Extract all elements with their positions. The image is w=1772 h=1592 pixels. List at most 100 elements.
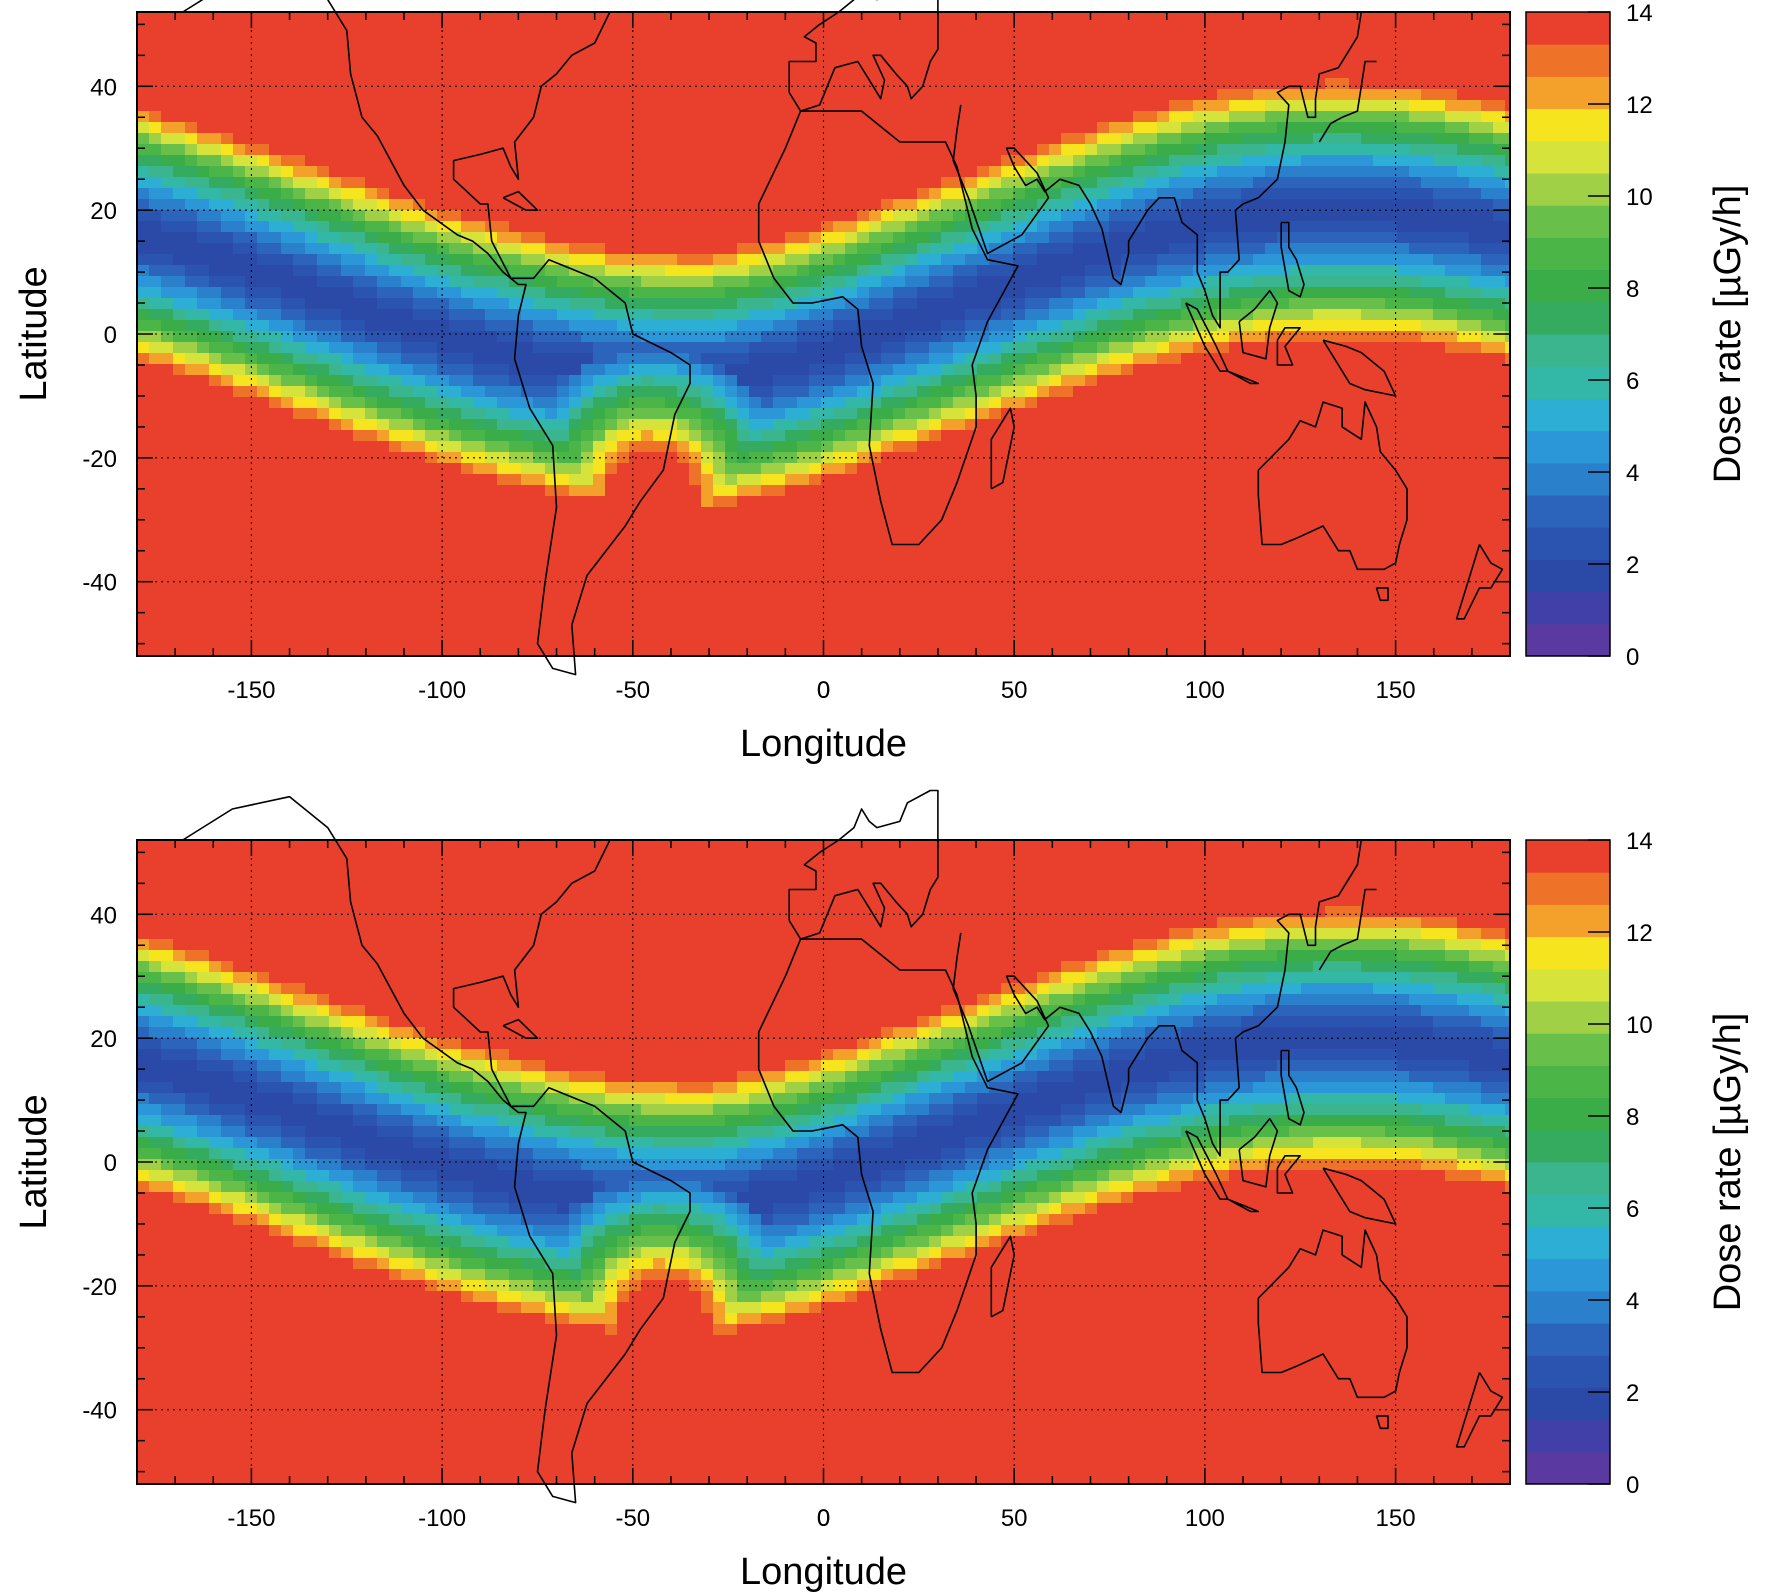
heatmap-cell (1445, 331, 1458, 343)
heatmap-cell (293, 276, 306, 288)
heatmap-cell (1265, 419, 1278, 431)
heatmap-cell (617, 386, 630, 398)
heatmap-cell (1121, 23, 1134, 35)
heatmap-cell (1229, 320, 1242, 332)
heatmap-cell (449, 485, 462, 497)
heatmap-cell (257, 166, 270, 178)
heatmap-cell (209, 45, 222, 57)
heatmap-cell (221, 485, 234, 497)
heatmap-cell (1181, 111, 1194, 123)
heatmap-cell (1217, 23, 1230, 35)
heatmap-cell (1325, 144, 1338, 156)
heatmap-cell (1289, 408, 1302, 420)
heatmap-cell (377, 144, 390, 156)
heatmap-cell (341, 408, 354, 420)
heatmap-cell (341, 177, 354, 189)
heatmap-cell (845, 177, 858, 189)
heatmap-cell (377, 155, 390, 167)
heatmap-cell (617, 34, 630, 46)
heatmap-cell (725, 199, 738, 211)
heatmap-cell (497, 243, 510, 255)
heatmap-cell (269, 100, 282, 112)
heatmap-cell (1025, 287, 1038, 299)
heatmap-cell (1493, 353, 1506, 365)
heatmap-cell (353, 34, 366, 46)
heatmap-cell (1253, 210, 1266, 222)
heatmap-cell (1229, 23, 1242, 35)
heatmap-cell (821, 364, 834, 376)
heatmap-cell (1049, 89, 1062, 101)
heatmap-cell (1469, 353, 1482, 365)
heatmap-cell (413, 463, 426, 475)
heatmap-cell (209, 364, 222, 376)
heatmap-cell (401, 320, 414, 332)
heatmap-cell (929, 331, 942, 343)
heatmap-cell (761, 441, 774, 453)
heatmap-cell (953, 23, 966, 35)
heatmap-cell (1301, 430, 1314, 442)
heatmap-cell (1301, 408, 1314, 420)
heatmap-cell (1001, 78, 1014, 90)
heatmap-cell (809, 309, 822, 321)
heatmap-cell (149, 78, 162, 90)
heatmap-cell (1433, 364, 1446, 376)
heatmap-cell (1169, 221, 1182, 233)
heatmap-cell (1301, 265, 1314, 277)
heatmap-cell (1445, 67, 1458, 79)
heatmap-cell (1109, 265, 1122, 277)
heatmap-cell (1241, 364, 1254, 376)
heatmap-cell (1097, 320, 1110, 332)
heatmap-cell (185, 221, 198, 233)
heatmap-cell (953, 375, 966, 387)
heatmap-cell (137, 34, 150, 46)
heatmap-cell (1433, 265, 1446, 277)
heatmap-cell (209, 254, 222, 266)
heatmap-cell (305, 232, 318, 244)
heatmap-cell (1361, 331, 1374, 343)
heatmap-cell (713, 331, 726, 343)
heatmap-cell (965, 188, 978, 200)
heatmap-cell (893, 177, 906, 189)
heatmap-cell (533, 78, 546, 90)
heatmap-cell (641, 210, 654, 222)
heatmap-cell (1229, 419, 1242, 431)
heatmap-cell (1001, 254, 1014, 266)
heatmap-cell (1289, 221, 1302, 233)
heatmap-cell (557, 155, 570, 167)
heatmap-cell (425, 56, 438, 68)
heatmap-cell (713, 298, 726, 310)
heatmap-cell (1145, 188, 1158, 200)
heatmap-cell (485, 375, 498, 387)
heatmap-cell (1421, 155, 1434, 167)
heatmap-cell (893, 166, 906, 178)
heatmap-cell (1433, 397, 1446, 409)
heatmap-cell (761, 155, 774, 167)
heatmap-cell (617, 210, 630, 222)
heatmap-cell (1061, 78, 1074, 90)
heatmap-cell (905, 23, 918, 35)
heatmap-cell (1493, 133, 1506, 145)
heatmap-cell (137, 375, 150, 387)
heatmap-cell (761, 133, 774, 145)
heatmap-cell (581, 210, 594, 222)
heatmap-cell (437, 474, 450, 486)
heatmap-cell (185, 463, 198, 475)
heatmap-cell (857, 199, 870, 211)
heatmap-cell (485, 364, 498, 376)
heatmap-cell (665, 177, 678, 189)
heatmap-cell (749, 463, 762, 475)
heatmap-cell (1385, 408, 1398, 420)
heatmap-cell (1037, 276, 1050, 288)
heatmap-cell (665, 111, 678, 123)
heatmap-cell (353, 474, 366, 486)
heatmap-cell (1469, 386, 1482, 398)
heatmap-cell (209, 419, 222, 431)
heatmap-cell (1325, 342, 1338, 354)
heatmap-cell (809, 298, 822, 310)
heatmap-cell (305, 78, 318, 90)
heatmap-cell (605, 221, 618, 233)
heatmap-cell (797, 243, 810, 255)
heatmap-cell (1073, 100, 1086, 112)
heatmap-cell (1493, 34, 1506, 46)
heatmap-cell (149, 485, 162, 497)
